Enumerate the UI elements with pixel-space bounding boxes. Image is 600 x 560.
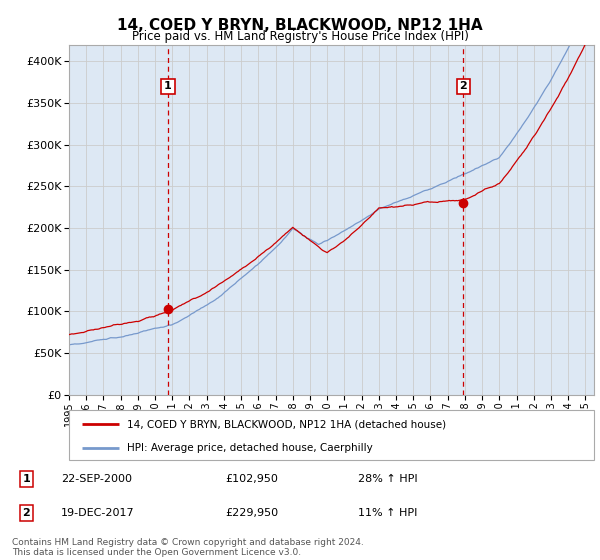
Text: 22-SEP-2000: 22-SEP-2000 [61,474,132,484]
Text: 1: 1 [164,81,172,91]
Text: 11% ↑ HPI: 11% ↑ HPI [358,508,417,518]
Text: Contains HM Land Registry data © Crown copyright and database right 2024.
This d: Contains HM Land Registry data © Crown c… [12,538,364,557]
Text: 2: 2 [23,508,30,518]
Text: 14, COED Y BRYN, BLACKWOOD, NP12 1HA (detached house): 14, COED Y BRYN, BLACKWOOD, NP12 1HA (de… [127,419,446,429]
Text: 1: 1 [23,474,30,484]
Text: HPI: Average price, detached house, Caerphilly: HPI: Average price, detached house, Caer… [127,443,373,452]
Text: 2: 2 [460,81,467,91]
Text: £102,950: £102,950 [225,474,278,484]
Text: 14, COED Y BRYN, BLACKWOOD, NP12 1HA: 14, COED Y BRYN, BLACKWOOD, NP12 1HA [117,18,483,33]
Text: Price paid vs. HM Land Registry's House Price Index (HPI): Price paid vs. HM Land Registry's House … [131,30,469,43]
Text: 19-DEC-2017: 19-DEC-2017 [61,508,134,518]
FancyBboxPatch shape [69,410,594,460]
Text: £229,950: £229,950 [225,508,278,518]
Text: 28% ↑ HPI: 28% ↑ HPI [358,474,417,484]
